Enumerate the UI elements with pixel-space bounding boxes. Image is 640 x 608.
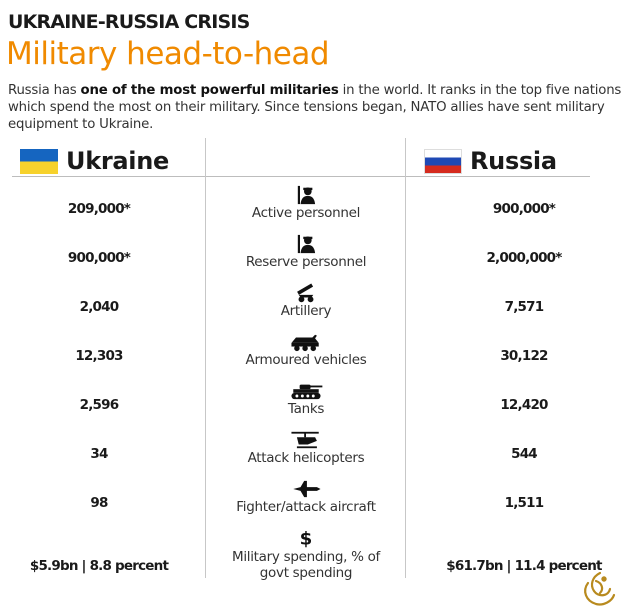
category-label: Tanks: [287, 401, 325, 417]
ukraine-value: 98: [90, 495, 108, 511]
intro-before: Russia has: [8, 83, 81, 98]
headline: Military head-to-head: [6, 36, 330, 72]
armoured-vehicle-icon: [286, 332, 326, 352]
russia-header: Russia: [424, 146, 557, 176]
ukraine-value: 2,596: [79, 397, 120, 413]
table-row: $ Military spending, % of govt spending $5…: [0, 528, 640, 581]
russia-flag: [424, 148, 462, 174]
ukraine-value: 209,000*: [67, 201, 131, 217]
table-row: Active personnel 209,000* 900,000*: [0, 185, 640, 236]
russia-value: 900,000*: [492, 201, 556, 217]
table-row: Armoured vehicles 12,303 30,122: [0, 334, 640, 383]
ukraine-value: 2,040: [79, 299, 120, 315]
russia-value: 30,122: [500, 348, 548, 364]
russia-value: 1,511: [504, 495, 545, 511]
ukraine-name: Ukraine: [66, 147, 169, 175]
table-row: Tanks 2,596 12,420: [0, 383, 640, 432]
category-label: Military spending, % of govt spending: [231, 549, 381, 581]
category-label: Attack helicopters: [247, 450, 365, 466]
russia-name: Russia: [470, 147, 557, 175]
table-row: Fighter/attack aircraft 98 1,511: [0, 479, 640, 530]
category-label: Armoured vehicles: [245, 352, 367, 368]
table-row: Artillery 2,040 7,571: [0, 283, 640, 334]
ukraine-value: $5.9bn | 8.8 percent: [29, 558, 169, 574]
ukraine-value: 12,303: [75, 348, 123, 364]
category-label: Reserve personnel: [245, 254, 367, 270]
artillery-icon: [286, 283, 326, 303]
soldier-icon: [286, 234, 326, 254]
intro-text: Russia has one of the most powerful mili…: [8, 82, 633, 133]
table-row: Reserve personnel 900,000* 2,000,000*: [0, 234, 640, 285]
ukraine-header: Ukraine: [20, 146, 169, 176]
russia-value: 7,571: [504, 299, 545, 315]
column-divider-left: [205, 138, 206, 578]
category-label: Active personnel: [251, 205, 361, 221]
russia-value: 2,000,000*: [486, 250, 562, 266]
table-row: Attack helicopters 34 544: [0, 430, 640, 481]
russia-value: 12,420: [500, 397, 548, 413]
category-label: Fighter/attack aircraft: [236, 499, 376, 515]
category-label: Artillery: [280, 303, 332, 319]
intro-after: in the world. It ranks in the top five n…: [8, 83, 622, 132]
header-divider: [12, 176, 590, 177]
russia-value: 544: [511, 446, 538, 462]
al-jazeera-logo-icon: [584, 571, 616, 606]
fighter-jet-icon: [286, 479, 326, 499]
column-divider-right: [405, 138, 406, 578]
kicker: UKRAINE-RUSSIA CRISIS: [8, 11, 250, 33]
tank-icon: [286, 381, 326, 401]
svg-text:$: $: [300, 528, 313, 548]
ukraine-value: 900,000*: [67, 250, 131, 266]
dollar-icon: $: [286, 528, 326, 549]
ukraine-value: 34: [90, 446, 108, 462]
ukraine-flag: [20, 148, 58, 174]
helicopter-icon: [286, 430, 326, 450]
russia-value: $61.7bn | 11.4 percent: [446, 558, 602, 574]
intro-bold: one of the most powerful militaries: [80, 83, 339, 98]
soldier-icon: [286, 185, 326, 205]
